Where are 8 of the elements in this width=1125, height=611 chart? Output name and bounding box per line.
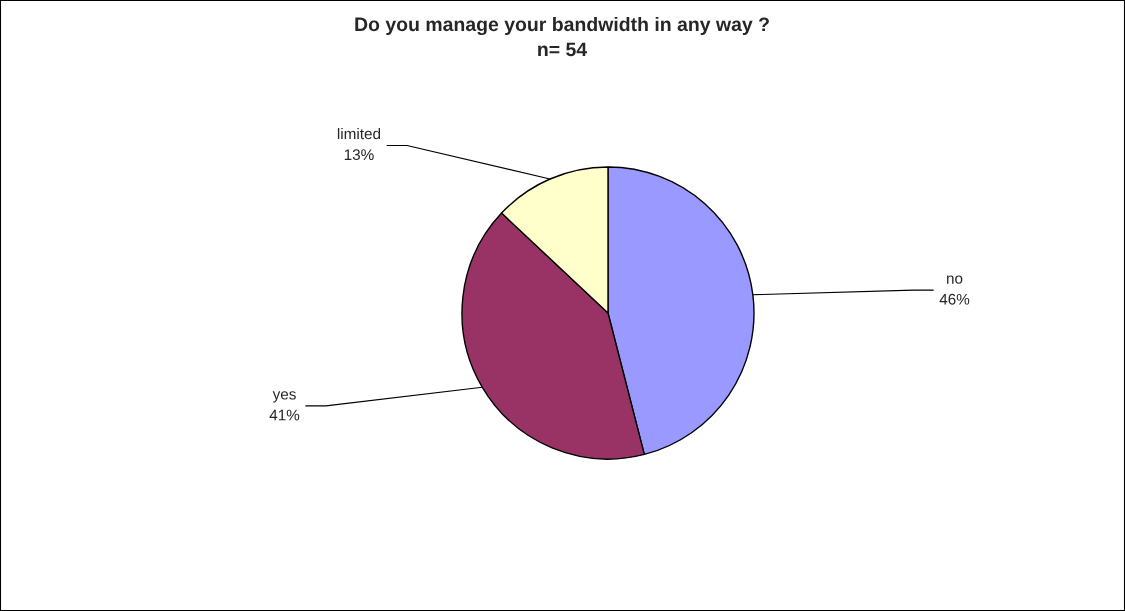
chart-subtitle: n= 54 [538,42,588,57]
slice-label: yes [272,391,296,403]
data-label: 46% [939,293,970,305]
data-label: 13% [344,149,374,161]
slice-label: no [947,275,963,284]
chart-title: Do you manage your bandwidth in any way ? [355,16,769,36]
data-label: 41% [269,409,300,421]
slice-label: limited [337,127,381,140]
